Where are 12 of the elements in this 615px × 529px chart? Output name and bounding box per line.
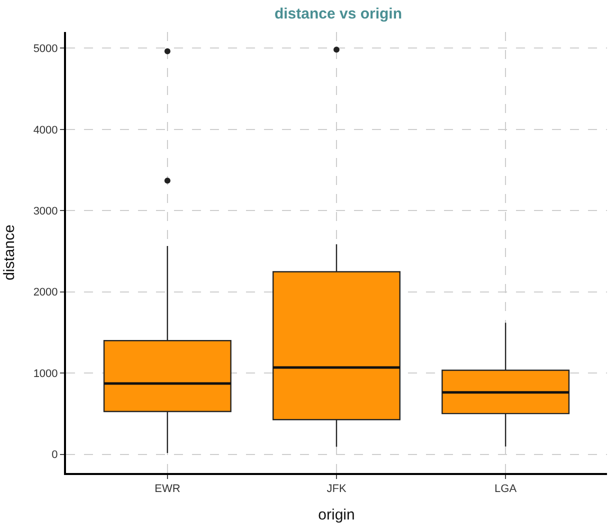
x-tick-label: EWR (154, 483, 180, 496)
x-tick-label: LGA (494, 483, 518, 496)
y-tick-label: 2000 (33, 286, 58, 299)
x-axis-title: origin (318, 506, 355, 524)
y-tick-label: 4000 (33, 124, 58, 136)
y-tick-label: 0 (52, 449, 58, 462)
y-axis-title: distance (1, 224, 18, 280)
y-tick-label: 1000 (33, 368, 58, 380)
y-tick-label: 5000 (33, 43, 58, 56)
x-tick-label: JFK (326, 483, 347, 496)
y-tick-label: 3000 (33, 206, 58, 218)
chart-title: distance vs origin (274, 5, 402, 22)
